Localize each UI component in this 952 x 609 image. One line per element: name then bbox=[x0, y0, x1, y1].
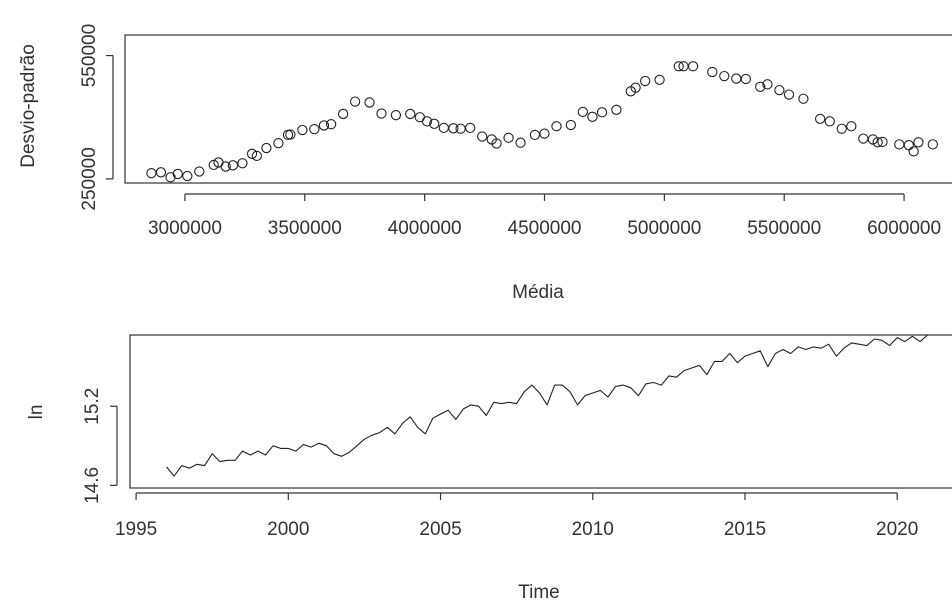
scatter-point bbox=[836, 123, 847, 134]
x-axis-title: Time bbox=[518, 582, 560, 603]
scatter-point bbox=[261, 142, 272, 154]
plot-frame bbox=[129, 334, 952, 489]
scatter-point bbox=[194, 166, 205, 177]
scatter-point bbox=[815, 113, 826, 125]
x-tick-label: 2000 bbox=[267, 519, 309, 540]
scatter-point bbox=[246, 148, 258, 159]
scatter-point bbox=[774, 84, 785, 96]
scatter-point bbox=[227, 160, 239, 171]
scatter-point bbox=[285, 129, 296, 140]
scatter-point bbox=[220, 161, 231, 172]
x-tick-label: 2015 bbox=[724, 519, 766, 540]
x-tick-label: 5000000 bbox=[627, 218, 701, 239]
scatter-point bbox=[587, 111, 598, 122]
y-axis-title: Desvio-padrão bbox=[18, 44, 39, 168]
scatter-point bbox=[182, 170, 193, 182]
scatter-point bbox=[798, 93, 809, 104]
scatter-point bbox=[364, 97, 375, 108]
scatter-point bbox=[913, 137, 924, 148]
scatter-point bbox=[596, 107, 608, 118]
x-tick-label: 3500000 bbox=[268, 218, 342, 239]
scatter-point bbox=[551, 121, 562, 132]
scatter-point bbox=[640, 75, 651, 87]
scatter-point bbox=[846, 121, 857, 132]
scatter-point bbox=[872, 137, 883, 148]
scatter-point bbox=[390, 110, 402, 121]
x-tick-label: 2010 bbox=[572, 519, 614, 540]
scatter-point bbox=[318, 120, 330, 131]
scatter-point bbox=[731, 73, 742, 84]
time-series-panel: 1995 2000 2005 2010 2015 2020 Time 14.6 15.2 ln bbox=[26, 334, 952, 603]
scatter-point bbox=[858, 133, 869, 144]
scatter-point bbox=[630, 82, 641, 93]
scatter-point bbox=[421, 116, 433, 127]
scatter-point bbox=[251, 150, 262, 162]
scatter-point bbox=[146, 167, 157, 179]
x-tick-label: 6000000 bbox=[867, 218, 941, 239]
scatter-point bbox=[908, 146, 919, 157]
scatter-point bbox=[707, 66, 718, 78]
scatter-point bbox=[155, 167, 167, 178]
scatter-point bbox=[405, 108, 416, 120]
scatter-point bbox=[455, 123, 466, 134]
x-tick-label: 2020 bbox=[876, 519, 918, 540]
scatter-point bbox=[539, 128, 550, 139]
x-tick-label: 5500000 bbox=[747, 218, 821, 239]
scatter-point bbox=[529, 129, 541, 141]
scatter-point bbox=[172, 168, 183, 180]
scatter-point bbox=[903, 140, 915, 151]
x-tick-label: 3000000 bbox=[148, 218, 222, 239]
x-axis-title: Média bbox=[512, 282, 564, 303]
scatter-point bbox=[337, 108, 349, 120]
scatter-panel: 3000000 3500000 4000000 4500000 5000000 55000… bbox=[18, 24, 952, 303]
scatter-point bbox=[877, 136, 888, 148]
scatter-point bbox=[783, 89, 795, 100]
scatter-point bbox=[654, 74, 665, 85]
scatter-point bbox=[438, 122, 449, 134]
scatter-point bbox=[762, 79, 773, 90]
scatter-point bbox=[565, 119, 577, 131]
scatter-point bbox=[687, 61, 699, 72]
x-tick-label: 4000000 bbox=[388, 218, 462, 239]
scatter-point bbox=[719, 70, 730, 82]
scatter-point bbox=[165, 172, 176, 183]
scatter-point bbox=[740, 73, 751, 85]
scatter-point bbox=[448, 123, 459, 134]
scatter-point bbox=[673, 61, 684, 72]
scatter-point bbox=[755, 81, 766, 92]
scatter-point bbox=[577, 106, 588, 118]
scatter-point bbox=[376, 108, 387, 119]
y-axis-title: ln bbox=[26, 405, 47, 420]
scatter-point bbox=[309, 123, 320, 135]
y-tick-label: 250000 bbox=[79, 147, 100, 210]
y-tick-label: 550000 bbox=[79, 24, 100, 87]
plot-frame bbox=[124, 34, 952, 184]
scatter-point bbox=[237, 158, 248, 169]
scatter-point bbox=[429, 118, 440, 129]
y-tick-label: 15.2 bbox=[82, 388, 103, 425]
scatter-point bbox=[503, 132, 514, 143]
y-tick-label: 14.6 bbox=[82, 467, 103, 504]
x-tick-label: 1995 bbox=[115, 519, 157, 540]
scatter-point bbox=[465, 122, 476, 134]
scatter-point bbox=[894, 139, 905, 150]
scatter-point bbox=[208, 159, 219, 171]
scatter-point bbox=[927, 139, 938, 150]
scatter-point bbox=[477, 131, 488, 142]
scatter-point bbox=[326, 119, 337, 130]
scatter-point bbox=[273, 137, 284, 149]
scatter-point bbox=[515, 137, 526, 148]
x-tick-label: 4500000 bbox=[508, 218, 582, 239]
scatter-point bbox=[611, 104, 622, 115]
scatter-point bbox=[349, 96, 361, 107]
x-tick-label: 2005 bbox=[419, 519, 461, 540]
scatter-point bbox=[824, 116, 835, 127]
scatter-point bbox=[491, 138, 502, 149]
scatter-point bbox=[297, 124, 308, 136]
series-line bbox=[166, 334, 928, 477]
